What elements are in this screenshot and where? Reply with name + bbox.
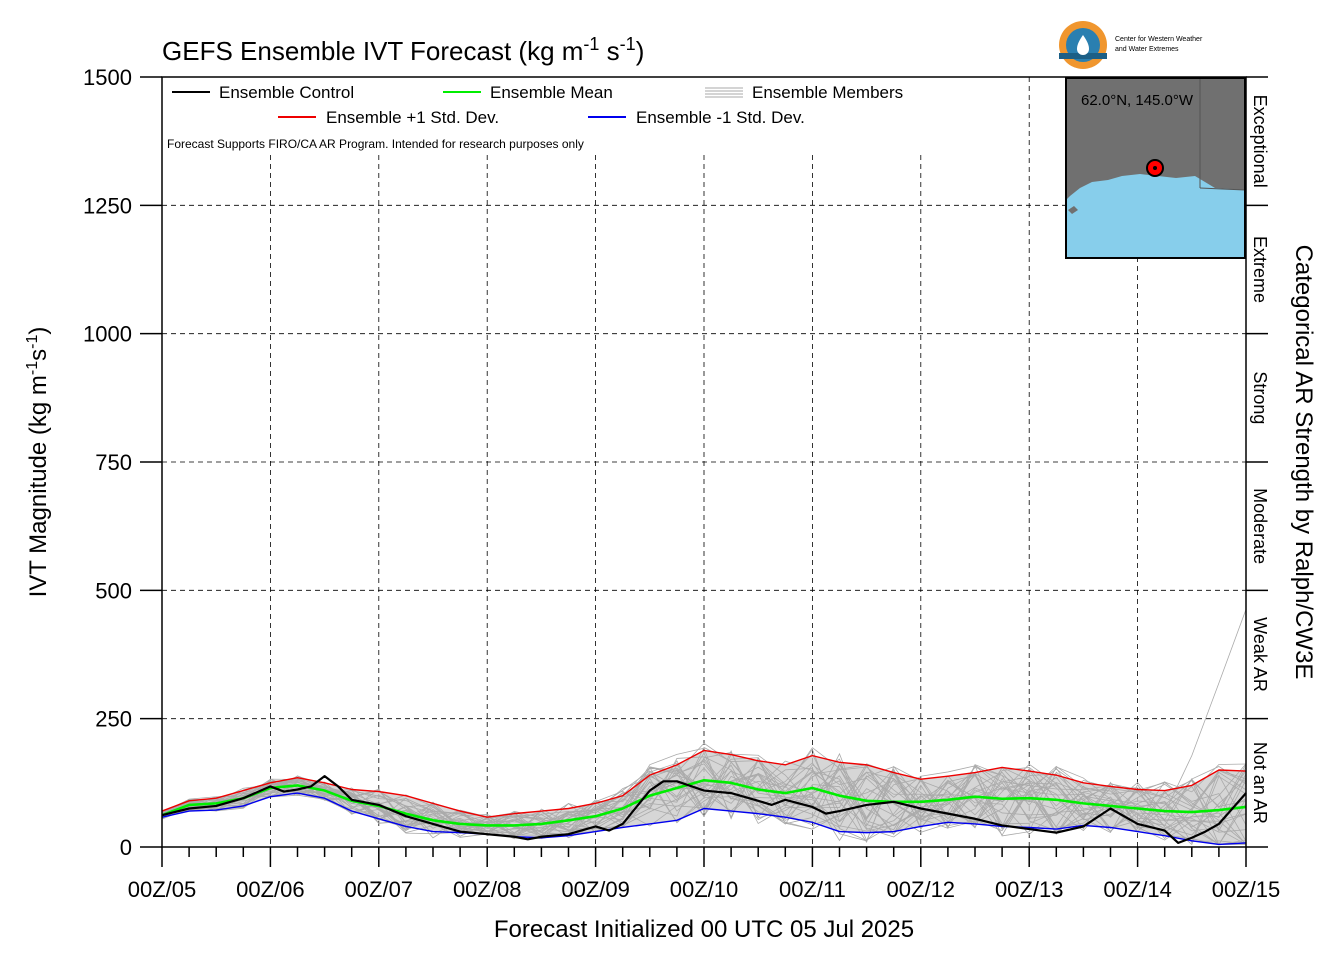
member-line	[161, 760, 1247, 837]
member-line	[161, 763, 1247, 842]
category-label: Strong	[1250, 371, 1270, 424]
category-label: Not an AR	[1250, 742, 1270, 824]
legend-plus-label: Ensemble +1 Std. Dev.	[326, 108, 499, 127]
legend-control-label: Ensemble Control	[219, 83, 354, 102]
axes: 0 250 500 750 1000 1250 1500 Not an AR Weak AR Mo…	[83, 65, 1280, 902]
member-line	[161, 760, 1247, 841]
legend-members-swatch	[705, 87, 743, 98]
x-tick-label: 00Z/09	[561, 877, 630, 902]
y-tick-label: 1000	[83, 322, 132, 347]
member-line	[161, 760, 1247, 844]
inset-map: 62.0°N, 145.0°W	[1065, 77, 1246, 259]
plus-series-line	[161, 749, 1247, 818]
minus-series-line	[161, 792, 1247, 846]
logo-text-line2: and Water Extremes	[1115, 46, 1179, 53]
x-tick-label: 00Z/15	[1212, 877, 1281, 902]
cw3e-logo	[1059, 21, 1107, 69]
legend-members-label: Ensemble Members	[752, 83, 903, 102]
y-tick-label: 1500	[83, 65, 132, 90]
inset-location-label: 62.0°N, 145.0°W	[1081, 92, 1194, 109]
logo-text-line1: Center for Western Weather	[1115, 36, 1203, 43]
x-tick-label: 00Z/14	[1103, 877, 1172, 902]
x-tick-label: 00Z/08	[453, 877, 522, 902]
water-drop-icon	[1077, 35, 1089, 55]
inset-border-line-2	[1199, 187, 1246, 191]
y-tick-label: 250	[95, 707, 132, 732]
y-axis-title: IVT Magnitude (kg m-1s-1)	[24, 327, 52, 598]
category-label: Exceptional	[1250, 95, 1270, 188]
member-line	[161, 771, 1247, 838]
research-note: Forecast Supports FIRO/CA AR Program. In…	[167, 137, 584, 151]
x-tick-label: 00Z/07	[345, 877, 414, 902]
x-tick-label: 00Z/06	[236, 877, 305, 902]
legend: Ensemble Control Ensemble Mean Ensemble …	[167, 83, 903, 151]
legend-minus-label: Ensemble -1 Std. Dev.	[636, 108, 805, 127]
x-tick-label: 00Z/11	[779, 877, 846, 902]
y-tick-label: 0	[120, 835, 132, 860]
x-tick-label: 00Z/12	[887, 877, 956, 902]
y-tick-label: 1250	[83, 193, 132, 218]
inset-frame	[1065, 77, 1246, 259]
x-tick-label: 00Z/10	[670, 877, 739, 902]
chart-title: GEFS Ensemble IVT Forecast (kg m-1 s-1)	[162, 34, 644, 66]
member-line	[161, 746, 1247, 833]
right-axis-title: Categorical AR Strength by Ralph/CW3E	[1290, 245, 1317, 680]
member-line	[161, 751, 1247, 845]
category-label: Moderate	[1250, 488, 1270, 564]
control-series-line	[161, 775, 1247, 844]
category-label: Extreme	[1250, 236, 1270, 303]
x-axis-title: Forecast Initialized 00 UTC 05 Jul 2025	[494, 916, 914, 943]
series-lines	[161, 749, 1247, 846]
x-tick-label: 00Z/13	[995, 877, 1064, 902]
x-tick-label: 00Z/05	[128, 877, 197, 902]
legend-mean-label: Ensemble Mean	[490, 83, 613, 102]
y-tick-label: 500	[95, 578, 132, 603]
inset-island	[1068, 206, 1078, 214]
mean-series-line	[161, 778, 1247, 827]
member-line	[161, 747, 1247, 846]
category-label: Weak AR	[1250, 617, 1270, 692]
logo-wave	[1059, 53, 1107, 59]
location-marker-dot	[1153, 166, 1157, 170]
y-tick-label: 750	[95, 450, 132, 475]
